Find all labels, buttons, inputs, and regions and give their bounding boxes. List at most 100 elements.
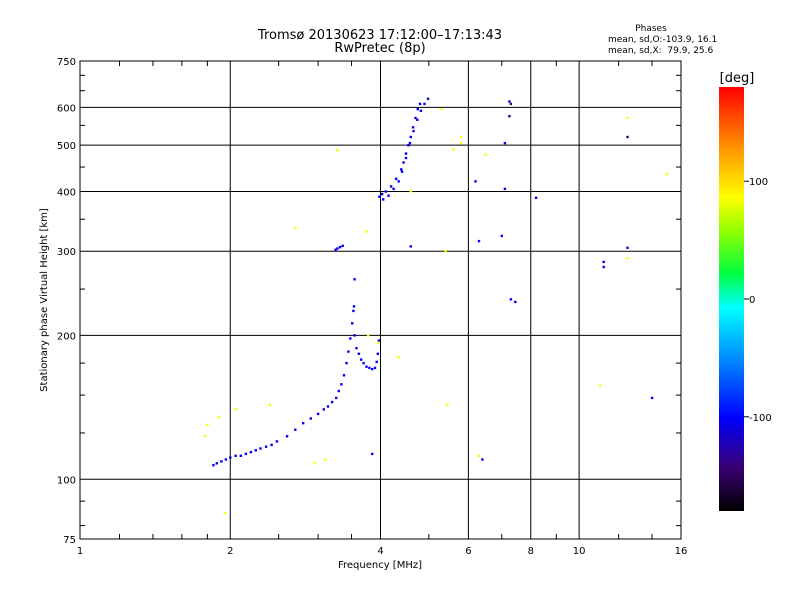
colorbar-gradient (719, 87, 744, 511)
data-point (626, 116, 629, 120)
x-tick-label: 6 (465, 546, 471, 557)
data-point (484, 153, 487, 156)
data-point (347, 350, 350, 353)
data-point (384, 190, 388, 193)
data-point (419, 109, 423, 112)
data-point (650, 396, 654, 400)
colorbar: [deg] -100 0 100 (719, 71, 772, 511)
x-tick-label: 8 (528, 546, 534, 557)
data-point (508, 100, 511, 103)
data-point (349, 337, 352, 340)
data-point (376, 352, 379, 355)
data-point (371, 367, 374, 371)
data-point (330, 400, 334, 404)
colorbar-tick-label: 0 (749, 295, 755, 306)
data-point (409, 135, 412, 139)
phase-stats-o: mean, sd,O:-103.9, 16.1 (608, 35, 717, 45)
data-point (334, 248, 337, 251)
data-point (412, 129, 415, 133)
data-point (418, 102, 422, 106)
data-point (336, 247, 339, 250)
data-point (353, 278, 356, 281)
data-point (367, 334, 370, 337)
y-tick-label: 750 (57, 57, 76, 68)
data-point (509, 298, 513, 301)
data-point (395, 177, 398, 181)
data-point (414, 116, 417, 120)
y-tick-label: 100 (57, 475, 76, 486)
data-point (234, 454, 237, 457)
data-point (338, 245, 342, 249)
x-tick-label: 1 (77, 546, 83, 557)
data-point (368, 366, 371, 370)
plot-frame (79, 60, 682, 540)
data-point (416, 118, 419, 121)
data-point (382, 198, 385, 201)
data-point (392, 187, 395, 191)
data-point (215, 462, 218, 465)
data-point (509, 102, 513, 106)
data-point (244, 452, 248, 456)
data-point (503, 187, 507, 191)
data-point (206, 423, 209, 426)
data-point (316, 412, 320, 416)
data-point (365, 365, 368, 368)
x-ticks: 1 2 4 6 8 10 16 (77, 61, 688, 557)
data-point (357, 352, 361, 355)
colorbar-label: [deg] (720, 71, 755, 86)
data-point (397, 356, 400, 359)
data-point (270, 443, 273, 447)
colorbar-tick-label: -100 (749, 413, 772, 424)
phase-stats-x: mean, sd,X: 79.9, 25.6 (608, 46, 714, 56)
data-point (352, 305, 356, 308)
y-tick-label: 500 (57, 141, 76, 152)
data-point (626, 246, 629, 249)
data-point (249, 450, 253, 454)
data-point (313, 462, 316, 465)
x-tick-label: 10 (573, 546, 586, 557)
data-point (294, 227, 297, 230)
chart-subtitle: RwPretec (8p) (334, 41, 425, 56)
data-point (355, 347, 358, 350)
y-tick-label: 400 (57, 187, 76, 198)
data-point (477, 454, 481, 457)
data-point (602, 260, 605, 264)
data-point (409, 245, 412, 248)
data-point (440, 107, 443, 111)
data-points (203, 97, 669, 515)
x-tick-label: 16 (675, 546, 688, 557)
phase-stats-heading: Phases (635, 24, 667, 34)
data-point (336, 149, 339, 152)
data-point (360, 358, 363, 361)
data-point (400, 170, 404, 173)
grid-lines (80, 61, 681, 539)
y-tick-label: 75 (63, 535, 76, 546)
data-point (302, 422, 305, 425)
data-point (402, 161, 405, 164)
data-point (408, 141, 412, 145)
data-point (268, 403, 271, 407)
data-point (365, 230, 368, 233)
data-point (446, 403, 449, 407)
data-point (326, 405, 330, 408)
data-point (220, 460, 223, 463)
data-point (411, 126, 415, 129)
data-point (342, 374, 346, 377)
data-point (503, 141, 507, 145)
data-point (234, 408, 237, 411)
y-ticks: 75 100 200 300 400 500 600 750 (57, 57, 681, 546)
data-point (337, 389, 340, 393)
data-point (665, 172, 669, 176)
data-point (294, 428, 297, 431)
data-point (335, 396, 338, 400)
data-point (322, 408, 325, 411)
data-point (626, 257, 629, 260)
data-point (397, 180, 400, 183)
x-tick-label: 4 (377, 546, 383, 557)
y-axis-label: Stationary phase Virtual Height [km] (39, 208, 50, 392)
data-point (212, 464, 215, 467)
data-point (380, 192, 384, 196)
data-point (477, 239, 481, 243)
data-point (239, 454, 242, 457)
